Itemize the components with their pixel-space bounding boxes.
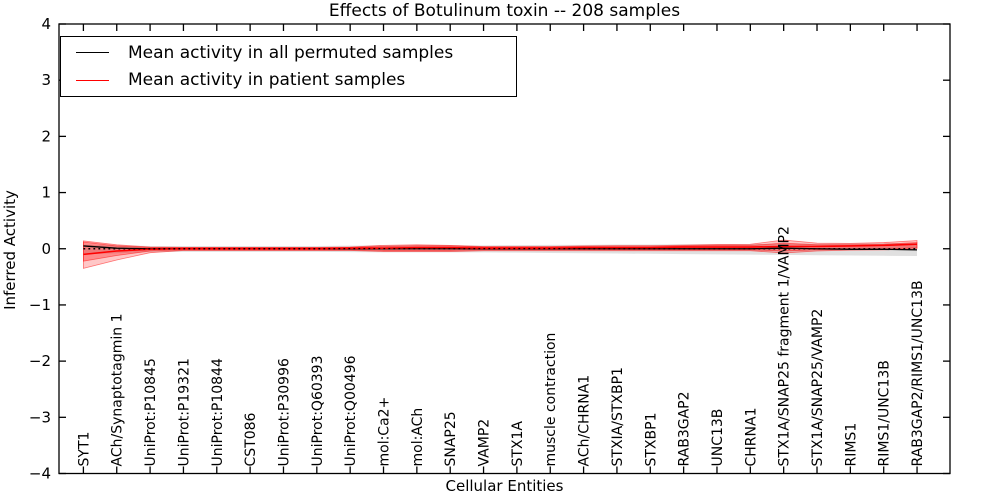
x-tick-label: SYT1 (76, 432, 92, 467)
x-tick-label: mol:ACh (410, 408, 426, 467)
legend-label-patient: Mean activity in patient samples (128, 70, 406, 91)
x-tick-label: RAB3GAP2 (677, 391, 693, 466)
x-tick-label: UniProt:P30996 (276, 358, 292, 466)
permuted-samples-band (83, 242, 917, 257)
legend-item-permuted: Mean activity in all permuted samples (61, 40, 516, 66)
x-tick-label: ACh/CHRNA1 (577, 375, 593, 467)
y-tick-label: 4 (41, 15, 51, 33)
y-tick-label: −1 (29, 296, 51, 314)
y-tick-label: −4 (29, 465, 51, 483)
legend: Mean activity in all permuted samples Me… (60, 36, 517, 97)
x-tick-label: CST086 (243, 412, 259, 466)
x-tick-label: SNAP25 (443, 411, 459, 466)
y-tick-label: 3 (41, 71, 51, 89)
x-tick-label: RIMS1/UNC13B (877, 360, 893, 466)
x-tick-label: STX1A/SNAP25 fragment 1/VAMP2 (777, 226, 793, 466)
y-tick-label: −3 (29, 408, 51, 426)
x-tick-label: mol:Ca2+ (377, 397, 393, 467)
x-tick-label: UniProt:Q00496 (343, 355, 359, 466)
legend-label-permuted: Mean activity in all permuted samples (128, 42, 454, 63)
y-tick-label: 0 (41, 240, 51, 258)
x-tick-label: STX1A/SNAP25/VAMP2 (810, 309, 826, 467)
x-tick-label: STXIA/STXBP1 (610, 367, 626, 466)
x-tick-label: STXBP1 (643, 413, 659, 467)
x-axis-label: Cellular Entities (445, 477, 564, 495)
legend-item-patient: Mean activity in patient samples (61, 67, 516, 93)
series-line-1 (83, 243, 918, 256)
x-tick-label: ACh/Synaptotagmin 1 (110, 314, 126, 467)
y-tick-label: 1 (41, 184, 51, 202)
x-tick-label: CHRNA1 (743, 408, 759, 467)
x-tick-label: UNC13B (710, 409, 726, 467)
patient-line-swatch (76, 79, 109, 81)
x-tick-label: muscle contraction (543, 333, 559, 467)
x-tick-label: UniProt:P19321 (176, 358, 192, 466)
chart-title: Effects of Botulinum toxin -- 208 sample… (328, 1, 681, 21)
x-tick-label: RIMS1 (843, 423, 859, 467)
x-tick-label: STX1A (510, 421, 526, 467)
y-tick-label: −2 (29, 352, 51, 370)
y-tick-label: 2 (41, 127, 51, 145)
x-tick-label: UniProt:Q60393 (310, 356, 326, 467)
permuted-line-swatch (76, 52, 109, 54)
x-tick-label: RAB3GAP2/RIMS1/UNC13B (910, 280, 926, 466)
x-tick-label: UniProt:P10845 (143, 358, 159, 466)
x-tick-label: UniProt:P10844 (210, 358, 226, 466)
x-tick-label: VAMP2 (477, 419, 493, 467)
